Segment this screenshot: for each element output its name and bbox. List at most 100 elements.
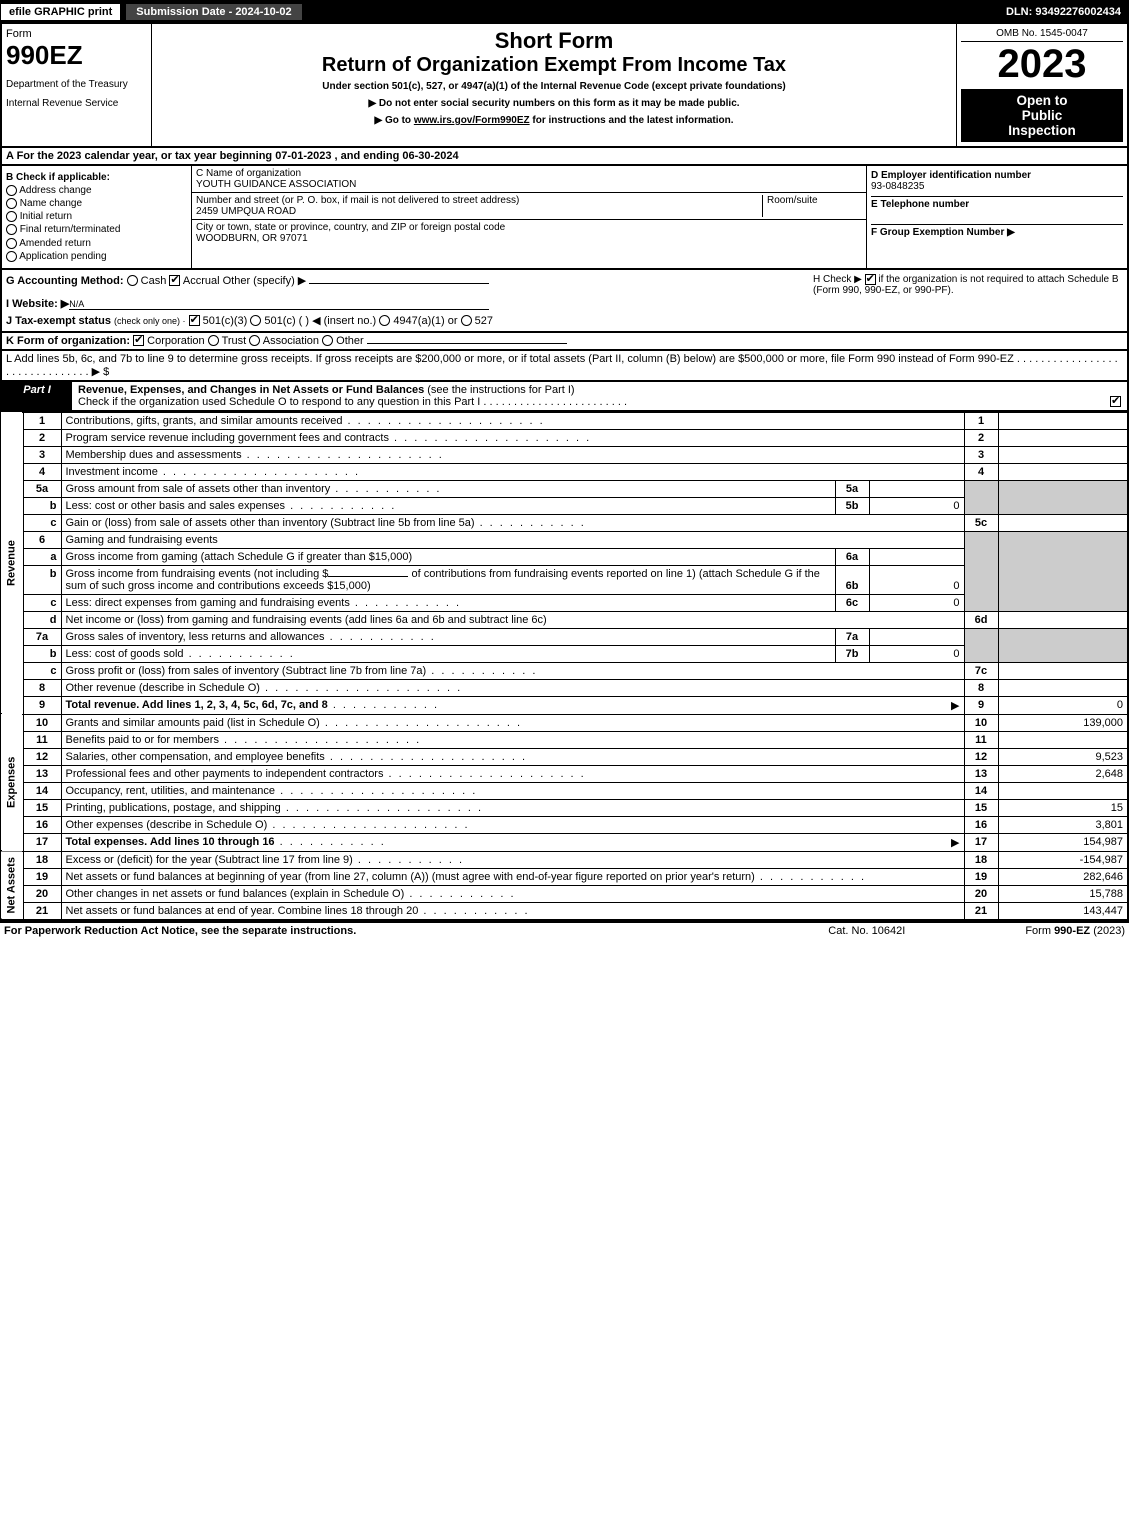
line-5c-amt bbox=[998, 514, 1128, 531]
footer: For Paperwork Reduction Act Notice, see … bbox=[0, 921, 1129, 939]
line-5a-box: 5a bbox=[835, 480, 869, 497]
line-6-desc: Gaming and fundraising events bbox=[61, 531, 964, 548]
i-website-row: I Website: ▶N/A bbox=[6, 297, 813, 310]
h-checkbox[interactable] bbox=[865, 274, 876, 285]
line-11-desc: Benefits paid to or for members bbox=[61, 731, 964, 748]
form-header: Form 990EZ Department of the Treasury In… bbox=[0, 24, 1129, 148]
column-c: C Name of organization YOUTH GUIDANCE AS… bbox=[192, 166, 867, 268]
expenses-section-label: Expenses bbox=[1, 714, 23, 851]
line-9-no: 9 bbox=[23, 696, 61, 714]
j-note: (check only one) · bbox=[114, 316, 186, 326]
b-initial: Initial return bbox=[20, 211, 72, 222]
j-4947-radio[interactable] bbox=[379, 315, 390, 326]
dept-treasury: Department of the Treasury bbox=[6, 79, 147, 90]
line-8-no: 8 bbox=[23, 679, 61, 696]
line-17-amt: 154,987 bbox=[998, 833, 1128, 851]
lines-table: Revenue 1Contributions, gifts, grants, a… bbox=[0, 412, 1129, 921]
k-row: K Form of organization: Corporation Trus… bbox=[0, 333, 1129, 351]
line-11-num: 11 bbox=[964, 731, 998, 748]
k-corp-checkbox[interactable] bbox=[133, 335, 144, 346]
line-9-amt: 0 bbox=[998, 696, 1128, 714]
d-ein: 93-0848235 bbox=[871, 181, 1123, 192]
line-1-no: 1 bbox=[23, 412, 61, 429]
line-5c-no: c bbox=[23, 514, 61, 531]
header-right: OMB No. 1545-0047 2023 Open to Public In… bbox=[957, 24, 1127, 146]
room-suite-label: Room/suite bbox=[762, 195, 862, 217]
line-6b-input[interactable] bbox=[328, 576, 408, 577]
shade-5 bbox=[964, 480, 998, 514]
shade-7 bbox=[964, 628, 998, 662]
line-14-no: 14 bbox=[23, 782, 61, 799]
j-501c3: 501(c)(3) bbox=[203, 315, 248, 327]
line-7c-no: c bbox=[23, 662, 61, 679]
line-7b-desc: Less: cost of goods sold bbox=[61, 645, 835, 662]
line-12-no: 12 bbox=[23, 748, 61, 765]
part1-schedule-o-checkbox[interactable] bbox=[1110, 396, 1121, 407]
k-trust-radio[interactable] bbox=[208, 335, 219, 346]
j-527-radio[interactable] bbox=[461, 315, 472, 326]
g-label: G Accounting Method: bbox=[6, 275, 124, 287]
omb-number: OMB No. 1545-0047 bbox=[961, 28, 1123, 42]
header-left: Form 990EZ Department of the Treasury In… bbox=[2, 24, 152, 146]
shade-7-amt bbox=[998, 628, 1128, 662]
k-assoc-radio[interactable] bbox=[249, 335, 260, 346]
b-amended: Amended return bbox=[19, 238, 91, 249]
line-3-desc: Membership dues and assessments bbox=[61, 446, 964, 463]
line-3-num: 3 bbox=[964, 446, 998, 463]
line-6c-box: 6c bbox=[835, 594, 869, 611]
j-527: 527 bbox=[475, 315, 493, 327]
line-6a-no: a bbox=[23, 548, 61, 565]
line-10-num: 10 bbox=[964, 714, 998, 731]
line-21-no: 21 bbox=[23, 902, 61, 920]
line-2-num: 2 bbox=[964, 429, 998, 446]
app-pending-checkbox[interactable] bbox=[6, 251, 17, 262]
line-20-desc: Other changes in net assets or fund bala… bbox=[61, 885, 964, 902]
line-7b-box: 7b bbox=[835, 645, 869, 662]
line-18-desc: Excess or (deficit) for the year (Subtra… bbox=[61, 851, 964, 868]
line-7c-desc: Gross profit or (loss) from sales of inv… bbox=[61, 662, 964, 679]
open-line2: Public bbox=[965, 108, 1119, 123]
j-501c-radio[interactable] bbox=[250, 315, 261, 326]
line-10-amt: 139,000 bbox=[998, 714, 1128, 731]
line-15-amt: 15 bbox=[998, 799, 1128, 816]
line-6c-val: 0 bbox=[869, 594, 964, 611]
line-3-no: 3 bbox=[23, 446, 61, 463]
line-12-desc: Salaries, other compensation, and employ… bbox=[61, 748, 964, 765]
name-change-checkbox[interactable] bbox=[6, 198, 17, 209]
top-bar: efile GRAPHIC print Submission Date - 20… bbox=[0, 0, 1129, 24]
k-other-input[interactable] bbox=[367, 343, 567, 344]
cash-radio[interactable] bbox=[127, 275, 138, 286]
d-ein-label: D Employer identification number bbox=[871, 170, 1123, 181]
initial-return-checkbox[interactable] bbox=[6, 211, 17, 222]
line-12-amt: 9,523 bbox=[998, 748, 1128, 765]
address-change-checkbox[interactable] bbox=[6, 185, 17, 196]
line-16-num: 16 bbox=[964, 816, 998, 833]
tax-year: 2023 bbox=[961, 42, 1123, 87]
j-tax-exempt-row: J Tax-exempt status (check only one) · 5… bbox=[6, 314, 813, 327]
g-other-input[interactable] bbox=[309, 283, 489, 284]
line-16-amt: 3,801 bbox=[998, 816, 1128, 833]
line-19-desc: Net assets or fund balances at beginning… bbox=[61, 868, 964, 885]
line-5b-val: 0 bbox=[869, 497, 964, 514]
amended-return-checkbox[interactable] bbox=[6, 238, 17, 249]
line-19-amt: 282,646 bbox=[998, 868, 1128, 885]
final-return-checkbox[interactable] bbox=[6, 224, 17, 235]
k-trust: Trust bbox=[222, 335, 247, 347]
c-street-label: Number and street (or P. O. box, if mail… bbox=[196, 195, 762, 206]
efile-print-label[interactable]: efile GRAPHIC print bbox=[0, 3, 121, 21]
instr-goto-pre: ▶ Go to bbox=[374, 115, 413, 126]
line-11-amt bbox=[998, 731, 1128, 748]
return-title: Return of Organization Exempt From Incom… bbox=[156, 54, 952, 77]
line-14-num: 14 bbox=[964, 782, 998, 799]
irs-link[interactable]: www.irs.gov/Form990EZ bbox=[414, 115, 530, 126]
line-8-amt bbox=[998, 679, 1128, 696]
h-txt2: if the organization is not required to a… bbox=[878, 274, 1118, 285]
line-18-amt: -154,987 bbox=[998, 851, 1128, 868]
k-other-radio[interactable] bbox=[322, 335, 333, 346]
accrual-checkbox[interactable] bbox=[169, 275, 180, 286]
i-website: N/A bbox=[69, 299, 489, 310]
g-cash: Cash bbox=[141, 275, 167, 287]
line-18-no: 18 bbox=[23, 851, 61, 868]
line-17-no: 17 bbox=[23, 833, 61, 851]
j-501c3-checkbox[interactable] bbox=[189, 315, 200, 326]
